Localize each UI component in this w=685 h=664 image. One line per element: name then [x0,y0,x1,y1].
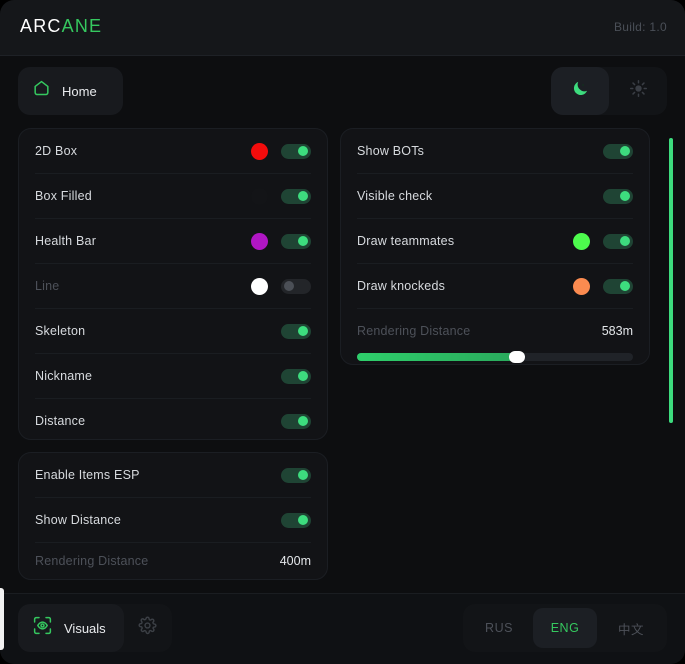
row-label: Nickname [35,369,93,383]
title-bar: ARCANE Build: 1.0 [0,0,685,56]
toggle-enable-items-esp[interactable] [281,467,311,483]
toggle-show-distance[interactable] [281,512,311,528]
slider-items-rendering-distance[interactable]: Rendering Distance 400m [35,543,311,579]
color-swatch-draw-teammates[interactable] [573,232,590,250]
slider-fill [357,353,518,361]
color-swatch-health-bar[interactable] [251,232,268,250]
row-label: Draw knockeds [357,279,446,293]
row-visible-check[interactable]: Visible check [357,174,633,219]
toggle-draw-teammates[interactable] [603,233,633,249]
nav-item-settings[interactable] [124,604,172,652]
toggle-box-filled[interactable] [281,188,311,204]
home-pentagon-icon [32,79,51,103]
color-swatch-2d-box[interactable] [251,142,268,160]
row-label: Box Filled [35,189,92,203]
row-label: Skeleton [35,324,86,338]
theme-light-button[interactable] [609,67,667,115]
language-switcher: RUS ENG 中文 [463,604,667,652]
tab-home[interactable]: Home [18,67,123,115]
row-label: Visible check [357,189,433,203]
slider-value: 400m [279,554,311,568]
window-edge-handle[interactable] [0,588,4,650]
slider-header: Rendering Distance 583m [357,318,633,344]
tab-row: Home [0,55,685,128]
tab-home-label: Home [62,83,97,99]
row-2d-box[interactable]: 2D Box [35,129,311,174]
toggle-nickname[interactable] [281,368,311,384]
toggle-visible-check[interactable] [603,188,633,204]
nav-item-visuals[interactable]: Visuals [18,604,124,652]
sun-icon [629,79,648,103]
color-swatch-draw-knockeds[interactable] [573,277,590,295]
row-distance[interactable]: Distance [35,399,311,439]
row-skeleton[interactable]: Skeleton [35,309,311,354]
toggle-skeleton[interactable] [281,323,311,339]
app-logo: ARCANE [20,16,102,37]
toggle-draw-knockeds[interactable] [603,278,633,294]
row-show-distance[interactable]: Show Distance [35,498,311,543]
row-label: Draw teammates [357,234,455,248]
row-draw-teammates[interactable]: Draw teammates [357,219,633,264]
toggle-2d-box[interactable] [281,143,311,159]
slider-label: Rendering Distance [35,554,149,568]
nav-item-visuals-label: Visuals [64,620,106,636]
row-box-filled[interactable]: Box Filled [35,174,311,219]
slider-label: Rendering Distance [357,324,471,338]
toggle-line[interactable] [281,278,311,294]
row-label: Show Distance [35,513,121,527]
gear-icon [138,616,157,640]
panel-esp-settings: 2D Box Box Filled Health Bar Line Skelet… [18,128,328,440]
row-label: Distance [35,414,86,428]
row-line[interactable]: Line [35,264,311,309]
row-show-bots[interactable]: Show BOTs [357,129,633,174]
toggle-health-bar[interactable] [281,233,311,249]
brand-text-primary: ARC [20,16,62,36]
row-label: Enable Items ESP [35,468,140,482]
row-nickname[interactable]: Nickname [35,354,311,399]
language-button-rus[interactable]: RUS [485,621,513,635]
row-draw-knockeds[interactable]: Draw knockeds [357,264,633,309]
panel-player-settings: Show BOTs Visible check Draw teammates D… [340,128,650,365]
row-enable-items-esp[interactable]: Enable Items ESP [35,453,311,498]
slider-players-rendering-distance[interactable]: Rendering Distance 583m [357,309,633,363]
panel-items-esp: Enable Items ESP Show Distance Rendering… [18,452,328,580]
language-button-eng[interactable]: ENG [533,608,597,648]
eye-scan-icon [32,615,53,641]
slider-value: 583m [601,324,633,338]
toggle-show-bots[interactable] [603,143,633,159]
build-version-label: Build: 1.0 [613,20,667,34]
slider-header: Rendering Distance 400m [35,548,311,574]
vertical-scrollbar[interactable] [669,138,673,423]
row-label: Health Bar [35,234,97,248]
brand-text-accent: ANE [61,16,103,36]
nav-group: Visuals [18,604,172,652]
theme-switcher [551,67,667,115]
bottom-bar: Visuals RUS ENG 中文 [0,593,685,664]
theme-dark-button[interactable] [551,67,609,115]
color-swatch-box-filled[interactable] [251,187,268,205]
row-health-bar[interactable]: Health Bar [35,219,311,264]
toggle-distance[interactable] [281,413,311,429]
row-label: 2D Box [35,144,78,158]
row-label: Line [35,279,60,293]
slider-handle[interactable] [509,351,526,363]
row-label: Show BOTs [357,144,425,158]
moon-icon [571,79,590,103]
language-button-chinese[interactable]: 中文 [617,622,644,637]
slider-track[interactable] [357,351,633,363]
color-swatch-line[interactable] [251,277,268,295]
